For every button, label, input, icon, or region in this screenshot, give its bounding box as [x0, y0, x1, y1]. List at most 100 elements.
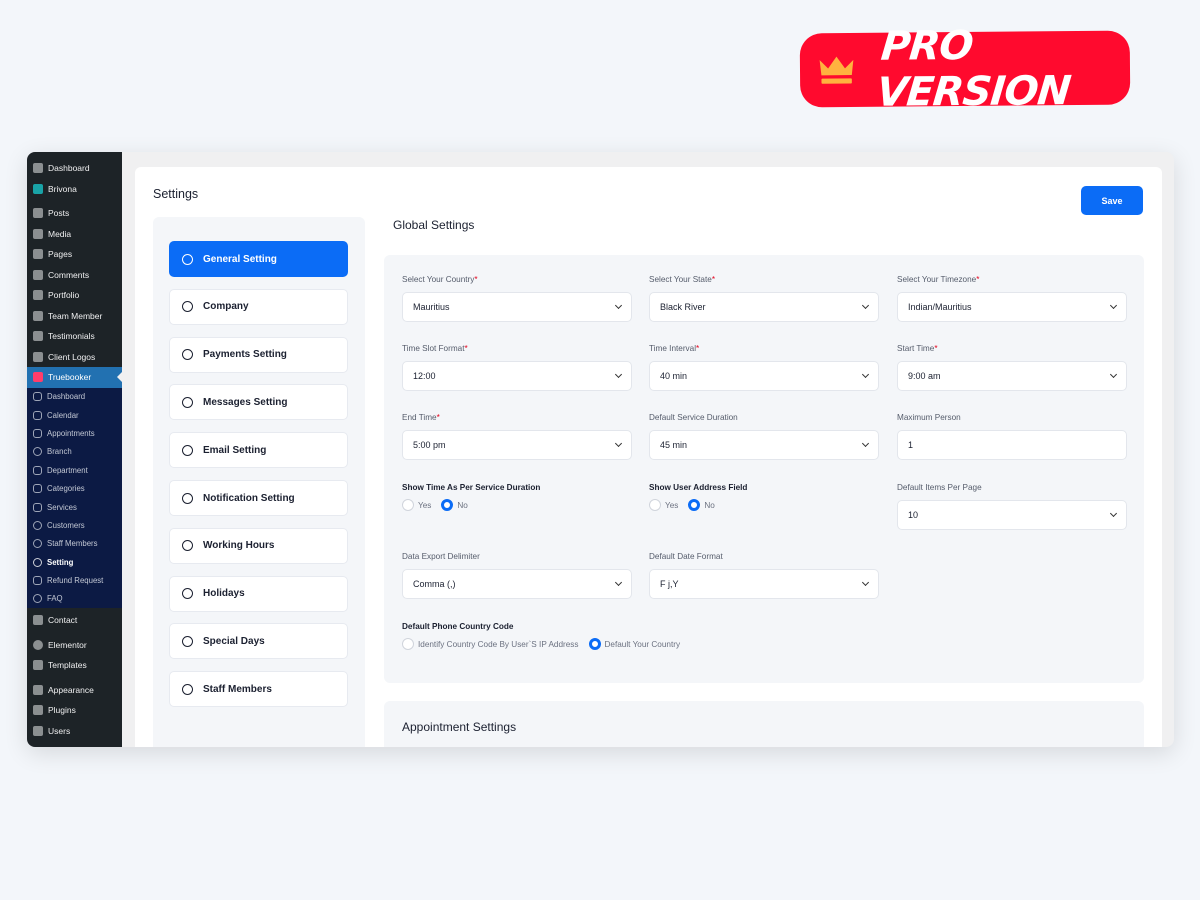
- nav-item-working-hours[interactable]: Working Hours: [169, 527, 348, 564]
- nav-item-staff-members[interactable]: Staff Members: [169, 671, 348, 708]
- sub-appointments[interactable]: Appointments: [27, 424, 122, 442]
- sub-faq[interactable]: FAQ: [27, 590, 122, 608]
- address-no-radio[interactable]: [688, 499, 701, 511]
- elementor-icon: [33, 639, 43, 650]
- end-field: End Time* 5:00 pm: [402, 413, 632, 460]
- staff-icon: [33, 539, 42, 549]
- datefmt-select[interactable]: F j,Y: [649, 569, 879, 599]
- dashboard-icon: [33, 392, 42, 402]
- chevron-down-icon: [1109, 301, 1118, 310]
- plugin-icon: [33, 705, 43, 716]
- heart-icon: [182, 635, 193, 647]
- chevron-down-icon: [861, 370, 870, 379]
- pro-version-badge: PRO VERSION: [799, 23, 1131, 116]
- menu-media[interactable]: Media: [27, 224, 122, 245]
- menu-truebooker[interactable]: Truebooker: [27, 367, 122, 388]
- categories-icon: [33, 484, 42, 494]
- sub-branch[interactable]: Branch: [27, 443, 122, 461]
- pin-icon: [33, 208, 43, 219]
- maxp-input[interactable]: 1: [897, 430, 1127, 460]
- sub-services[interactable]: Services: [27, 498, 122, 516]
- menu-comments[interactable]: Comments: [27, 265, 122, 286]
- nav-item-notification-setting[interactable]: Notification Setting: [169, 480, 348, 516]
- app-window: Dashboard Brivona Posts Media Pages Comm…: [27, 152, 1174, 747]
- nav-item-messages-setting[interactable]: Messages Setting: [169, 384, 348, 421]
- interval-select[interactable]: 40 min: [649, 361, 879, 391]
- location-icon: [33, 447, 42, 457]
- delim-select[interactable]: Comma (,): [402, 569, 632, 599]
- menu-contact[interactable]: Contact: [27, 610, 122, 631]
- appointment-settings-title: Appointment Settings: [402, 720, 517, 734]
- truebooker-submenu: Dashboard Calendar Appointments Branch D…: [27, 387, 122, 609]
- mail-icon: [33, 615, 43, 626]
- sub-calendar[interactable]: Calendar: [27, 406, 122, 424]
- menu-brivona[interactable]: Brivona: [27, 179, 122, 200]
- appointment-icon: [33, 428, 42, 438]
- nav-item-holidays[interactable]: Holidays: [169, 575, 348, 612]
- menu-plugins[interactable]: Plugins: [27, 700, 122, 721]
- money-bag-icon: [182, 349, 193, 361]
- slot-select[interactable]: 12:00: [402, 361, 632, 391]
- chevron-down-icon: [861, 578, 870, 587]
- state-select[interactable]: Black River: [649, 292, 879, 322]
- menu-posts[interactable]: Posts: [27, 203, 122, 224]
- nav-item-special-days[interactable]: Special Days: [169, 623, 348, 660]
- user-icon: [33, 351, 43, 362]
- nav-item-general-setting[interactable]: General Setting: [169, 241, 348, 277]
- menu-appearance[interactable]: Appearance: [27, 680, 122, 701]
- sub-refund-request[interactable]: Refund Request: [27, 571, 122, 589]
- badge-text: PRO VERSION: [874, 22, 1073, 116]
- delim-field: Data Export Delimiter Comma (,): [402, 552, 632, 599]
- showtime-no-radio[interactable]: [441, 499, 454, 511]
- sub-categories[interactable]: Categories: [27, 479, 122, 497]
- department-icon: [33, 465, 42, 475]
- pages-icon: [33, 249, 43, 260]
- menu-users[interactable]: Users: [27, 721, 122, 742]
- phone-radio-group: Default Phone Country Code Identify Count…: [402, 622, 681, 650]
- perpage-select[interactable]: 10: [897, 500, 1127, 530]
- menu-client-logos[interactable]: Client Logos: [27, 347, 122, 368]
- sub-dashboard[interactable]: Dashboard: [27, 388, 122, 406]
- services-icon: [33, 502, 42, 512]
- info-icon: [33, 594, 42, 604]
- gear-icon: [182, 253, 193, 265]
- media-icon: [33, 228, 43, 239]
- section-title: Global Settings: [393, 218, 475, 232]
- phone-opt1-radio[interactable]: [402, 638, 414, 650]
- dashboard-icon: [33, 163, 43, 174]
- folder-icon: [33, 660, 43, 671]
- menu-elementor[interactable]: Elementor: [27, 635, 122, 656]
- nav-item-company[interactable]: Company: [169, 288, 348, 325]
- save-button[interactable]: Save: [1081, 186, 1143, 215]
- appointment-settings-section: Appointment Settings: [384, 701, 1144, 747]
- team-icon: [33, 310, 43, 321]
- menu-pages[interactable]: Pages: [27, 244, 122, 265]
- phone-opt2-radio[interactable]: [588, 638, 601, 650]
- bell-icon: [182, 492, 193, 504]
- sub-customers[interactable]: Customers: [27, 516, 122, 534]
- end-select[interactable]: 5:00 pm: [402, 430, 632, 460]
- menu-portfolio[interactable]: Portfolio: [27, 285, 122, 306]
- menu-dashboard[interactable]: Dashboard: [27, 158, 122, 179]
- showtime-radio-group: Show Time As Per Service Duration Yes No: [402, 483, 541, 511]
- showtime-yes-radio[interactable]: [402, 499, 414, 511]
- sub-setting[interactable]: Setting: [27, 553, 122, 571]
- menu-templates[interactable]: Templates: [27, 655, 122, 676]
- nav-item-email-setting[interactable]: Email Setting: [169, 432, 348, 469]
- users-icon: [33, 725, 43, 736]
- customers-icon: [33, 520, 42, 530]
- address-yes-radio[interactable]: [649, 499, 661, 511]
- nav-item-payments-setting[interactable]: Payments Setting: [169, 336, 348, 373]
- menu-team-member[interactable]: Team Member: [27, 306, 122, 327]
- timezone-select[interactable]: Indian/Mauritius: [897, 292, 1127, 322]
- brush-icon: [33, 684, 43, 695]
- country-select[interactable]: Mauritius: [402, 292, 632, 322]
- start-select[interactable]: 9:00 am: [897, 361, 1127, 391]
- sub-staff-members[interactable]: Staff Members: [27, 535, 122, 553]
- timezone-field: Select Your Timezone* Indian/Mauritius: [897, 275, 1127, 322]
- menu-testimonials[interactable]: Testimonials: [27, 326, 122, 347]
- maxp-field: Maximum Person 1: [897, 413, 1127, 460]
- country-field: Select Your Country* Mauritius: [402, 275, 632, 322]
- sub-department[interactable]: Department: [27, 461, 122, 479]
- duration-select[interactable]: 45 min: [649, 430, 879, 460]
